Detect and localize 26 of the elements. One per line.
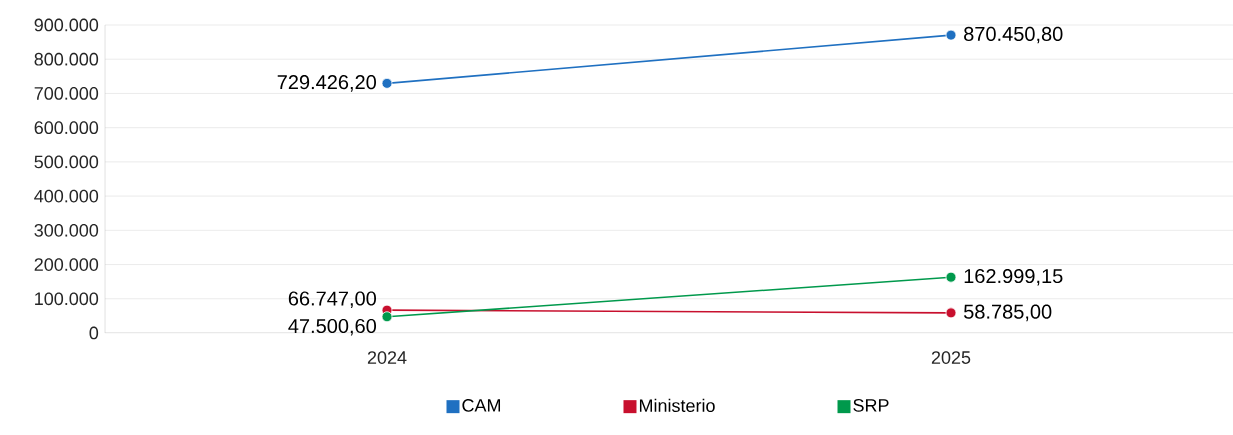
y-tick-label: 900.000 xyxy=(34,18,99,32)
y-tick-label: 0 xyxy=(89,326,99,340)
legend-label: Ministerio xyxy=(639,398,715,412)
point xyxy=(381,77,393,89)
y-tick-label: 800.000 xyxy=(34,52,99,66)
x-tick-label: 2025 xyxy=(931,351,971,364)
point xyxy=(945,29,957,41)
data-label: 162.999,15 xyxy=(964,268,1063,286)
y-tick-label: 300.000 xyxy=(34,223,99,237)
point xyxy=(945,271,957,283)
point xyxy=(381,311,393,323)
legend-label: CAM xyxy=(462,399,501,412)
legend-label: SRP xyxy=(853,399,889,412)
data-label: 729.426,20 xyxy=(277,75,377,92)
data-label: 47.500,60 xyxy=(288,318,377,336)
y-tick-label: 400.000 xyxy=(34,189,99,203)
y-tick-label: 100.000 xyxy=(35,292,99,306)
x-tick-label: 2024 xyxy=(367,351,407,364)
y-tick-label: 700.000 xyxy=(34,87,99,100)
point xyxy=(945,307,957,319)
data-label: 870.450,80 xyxy=(964,26,1063,44)
data-label: 58.785,00 xyxy=(964,304,1052,322)
y-tick-label: 200.000 xyxy=(34,258,99,271)
y-tick-label: 500.000 xyxy=(34,155,99,169)
data-label: 66.747,00 xyxy=(288,291,377,308)
y-tick-label: 600.000 xyxy=(34,121,99,135)
